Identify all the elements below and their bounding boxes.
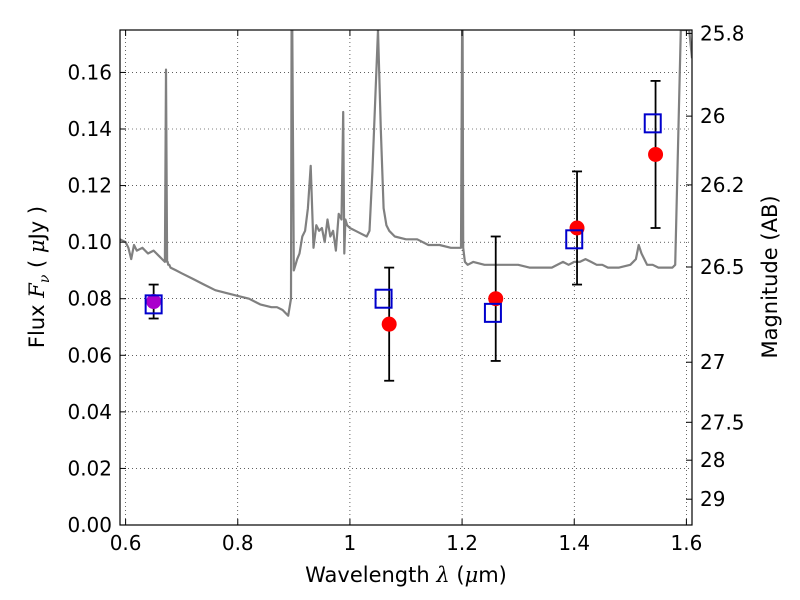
y-tick-label: 0.16 <box>67 60 112 84</box>
plot-frame <box>119 29 693 526</box>
y2-tick-label: 26.5 <box>700 255 745 279</box>
y2-tick-label: 27.5 <box>700 410 745 434</box>
y-axis-title: Flux Fν ( μJy ) <box>25 206 53 348</box>
x-axis-unit-post: m) <box>478 563 507 587</box>
y2-tick-label: 28 <box>700 448 725 472</box>
spectrum-layer <box>120 30 692 317</box>
spectrum-line <box>120 30 692 317</box>
y-tick-label: 0.00 <box>67 513 112 537</box>
y-axis-symbol: F <box>25 282 49 299</box>
y2-tick-label: 26 <box>700 104 725 128</box>
model-layer <box>144 113 662 323</box>
y2-tick-label: 27 <box>700 350 725 374</box>
x-axis-unit-mu: μ <box>465 563 479 587</box>
y-tick-label: 0.06 <box>67 343 112 367</box>
y-axis-label: Flux <box>25 304 49 348</box>
model-point-square <box>374 288 393 309</box>
y2-tick-label: 26.2 <box>700 173 745 197</box>
x-tick-label: 1 <box>344 531 357 555</box>
y-tick-label: 0.04 <box>67 400 112 424</box>
y-axis-unit-pre: ( <box>25 253 49 268</box>
x-tick-label: 1.6 <box>670 531 702 555</box>
x-axis-symbol: λ <box>435 563 449 587</box>
x-axis-unit-pre: ( <box>450 563 465 587</box>
y-tick-label: 0.08 <box>67 287 112 311</box>
model-point-square <box>643 113 662 134</box>
x-tick-label: 1.4 <box>558 531 590 555</box>
y2-tick-labels: 25.8 26 26.2 26.5 27 27.5 28 29 <box>700 21 745 511</box>
y-tick-label: 0.14 <box>67 117 112 141</box>
y2-tick-label: 29 <box>700 487 725 511</box>
y-tick-label: 0.10 <box>67 230 112 254</box>
y-tick-label: 0.02 <box>67 456 112 480</box>
y-tick-label: 0.12 <box>67 174 112 198</box>
x-axis-label: Wavelength <box>305 563 430 587</box>
x-tick-labels: 0.6 0.8 1 1.2 1.4 1.6 <box>110 531 703 555</box>
x-axis-title: Wavelength λ (μm) <box>305 563 507 587</box>
x-tick-label: 0.8 <box>222 531 254 555</box>
y-axis-symbol-sub: ν <box>37 274 53 283</box>
y-axis-unit-post: Jy ) <box>25 206 49 242</box>
model-point-square <box>144 294 163 315</box>
observed-point <box>488 291 504 307</box>
model-point-square <box>483 302 502 323</box>
y2-axis-title: Magnitude (AB) <box>758 195 782 358</box>
y2-tick-label: 25.8 <box>700 21 745 45</box>
observed-point <box>569 220 585 236</box>
observed-point <box>146 294 162 310</box>
model-point-square <box>565 229 584 250</box>
y-axis-unit-mu: μ <box>25 239 49 253</box>
ticks <box>120 30 692 526</box>
observed-layer <box>146 146 664 332</box>
x-tick-label: 0.6 <box>110 531 142 555</box>
observed-point <box>648 146 664 162</box>
x-tick-label: 1.2 <box>446 531 478 555</box>
observed-point <box>381 316 397 332</box>
y-tick-labels: 0.00 0.02 0.04 0.06 0.08 0.10 0.12 0.14 0.16 <box>67 60 112 537</box>
